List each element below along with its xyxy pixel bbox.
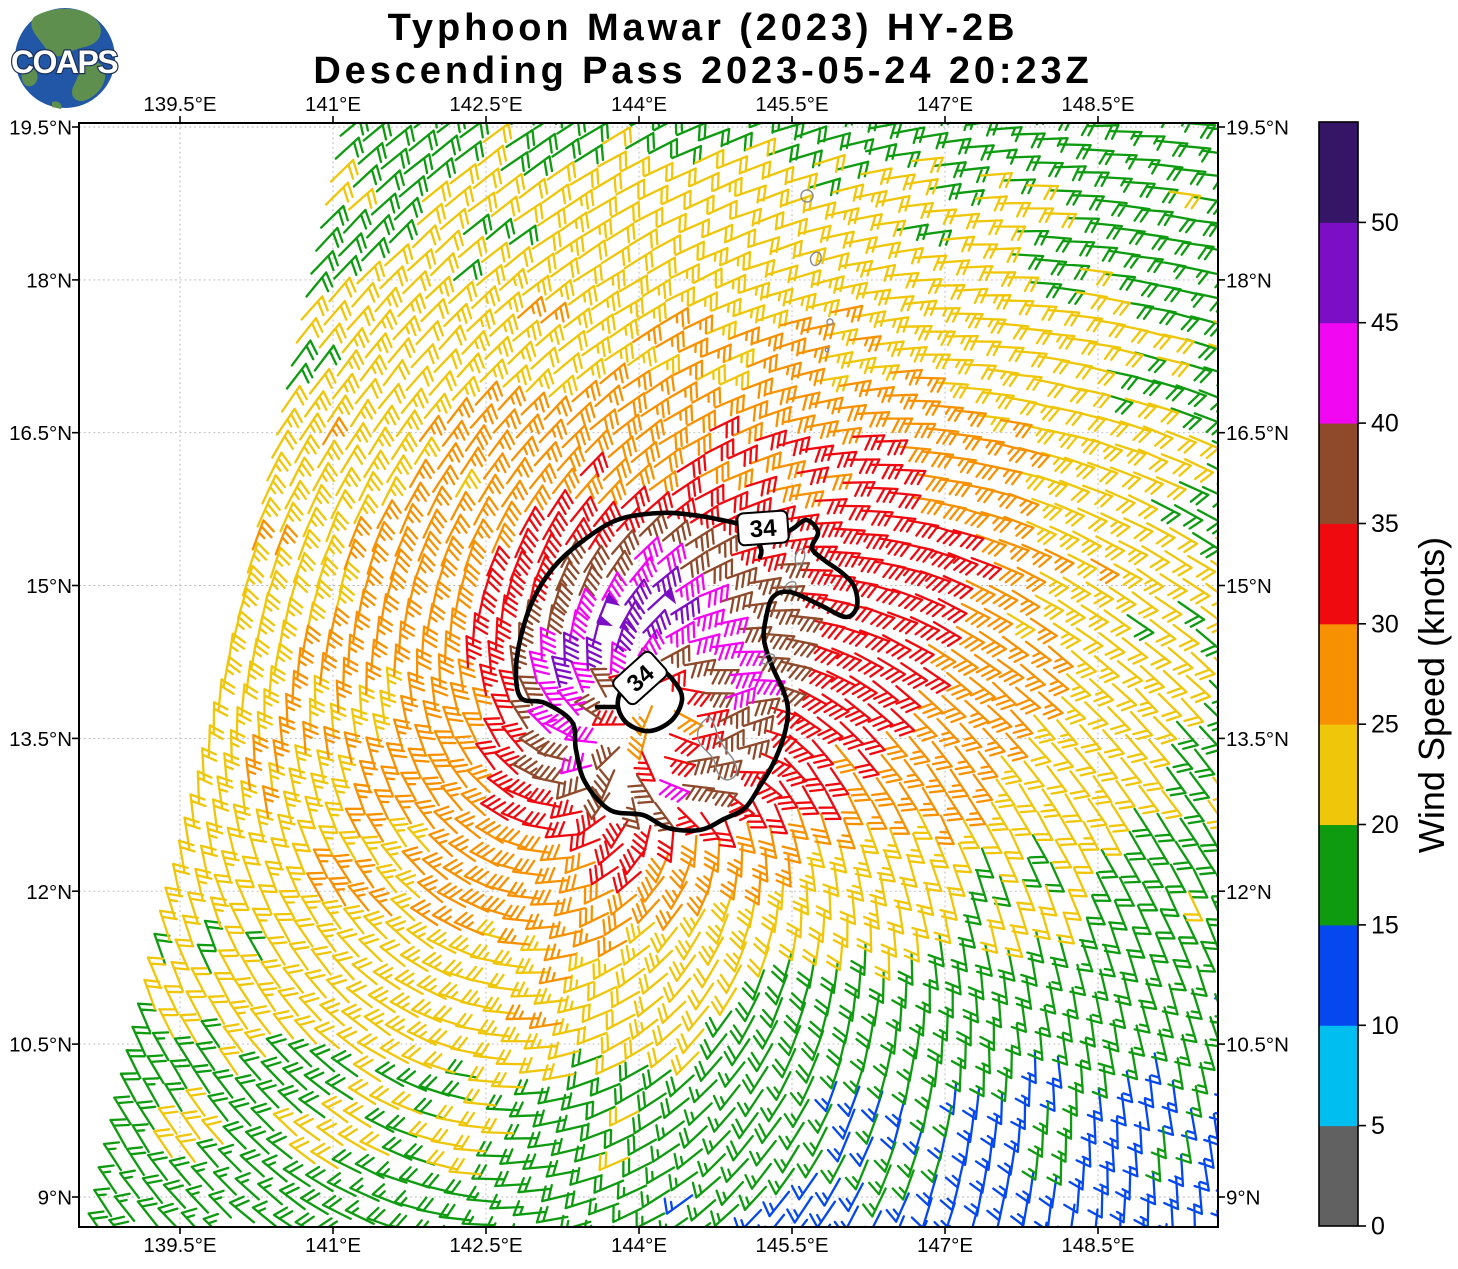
svg-text:144°E: 144°E bbox=[611, 1234, 667, 1257]
svg-text:145.5°E: 145.5°E bbox=[755, 1234, 828, 1257]
svg-text:COAPS: COAPS bbox=[11, 44, 118, 80]
svg-text:5: 5 bbox=[1371, 1112, 1385, 1140]
svg-text:Typhoon Mawar (2023) HY-2B: Typhoon Mawar (2023) HY-2B bbox=[388, 7, 1019, 49]
svg-text:145.5°E: 145.5°E bbox=[755, 93, 828, 116]
svg-text:10.5°N: 10.5°N bbox=[9, 1034, 72, 1057]
svg-text:19.5°N: 19.5°N bbox=[1226, 117, 1289, 140]
svg-text:18°N: 18°N bbox=[1226, 269, 1272, 292]
svg-text:148.5°E: 148.5°E bbox=[1061, 93, 1134, 116]
svg-text:15°N: 15°N bbox=[26, 575, 72, 598]
svg-text:10.5°N: 10.5°N bbox=[1226, 1034, 1289, 1057]
svg-text:15°N: 15°N bbox=[1226, 575, 1272, 598]
svg-text:13.5°N: 13.5°N bbox=[1226, 728, 1289, 751]
svg-text:30: 30 bbox=[1371, 610, 1399, 638]
svg-text:13.5°N: 13.5°N bbox=[9, 728, 72, 751]
svg-text:25: 25 bbox=[1371, 711, 1399, 739]
svg-text:9°N: 9°N bbox=[38, 1187, 72, 1210]
svg-text:34: 34 bbox=[749, 515, 778, 544]
svg-text:12°N: 12°N bbox=[1226, 881, 1272, 904]
svg-text:20: 20 bbox=[1371, 811, 1399, 839]
svg-text:Wind Speed (knots): Wind Speed (knots) bbox=[1411, 537, 1452, 853]
svg-text:40: 40 bbox=[1371, 410, 1399, 438]
svg-text:141°E: 141°E bbox=[305, 1234, 361, 1257]
svg-text:10: 10 bbox=[1371, 1012, 1399, 1040]
svg-text:142.5°E: 142.5°E bbox=[449, 93, 522, 116]
svg-text:12°N: 12°N bbox=[26, 881, 72, 904]
svg-text:18°N: 18°N bbox=[26, 269, 72, 292]
svg-text:141°E: 141°E bbox=[305, 93, 361, 116]
svg-text:16.5°N: 16.5°N bbox=[9, 422, 72, 445]
svg-text:147°E: 147°E bbox=[917, 93, 973, 116]
svg-text:142.5°E: 142.5°E bbox=[449, 1234, 522, 1257]
svg-text:148.5°E: 148.5°E bbox=[1061, 1234, 1134, 1257]
svg-text:147°E: 147°E bbox=[917, 1234, 973, 1257]
svg-text:35: 35 bbox=[1371, 510, 1399, 538]
svg-text:Descending Pass 2023-05-24 20:: Descending Pass 2023-05-24 20:23Z bbox=[313, 50, 1092, 92]
svg-text:50: 50 bbox=[1371, 209, 1399, 237]
svg-text:139.5°E: 139.5°E bbox=[143, 93, 216, 116]
svg-text:19.5°N: 19.5°N bbox=[9, 117, 72, 140]
svg-text:15: 15 bbox=[1371, 911, 1399, 939]
svg-text:45: 45 bbox=[1371, 309, 1399, 337]
svg-text:144°E: 144°E bbox=[611, 93, 667, 116]
svg-text:16.5°N: 16.5°N bbox=[1226, 422, 1289, 445]
svg-text:9°N: 9°N bbox=[1226, 1187, 1260, 1210]
svg-text:0: 0 bbox=[1371, 1213, 1385, 1241]
svg-text:139.5°E: 139.5°E bbox=[143, 1234, 216, 1257]
